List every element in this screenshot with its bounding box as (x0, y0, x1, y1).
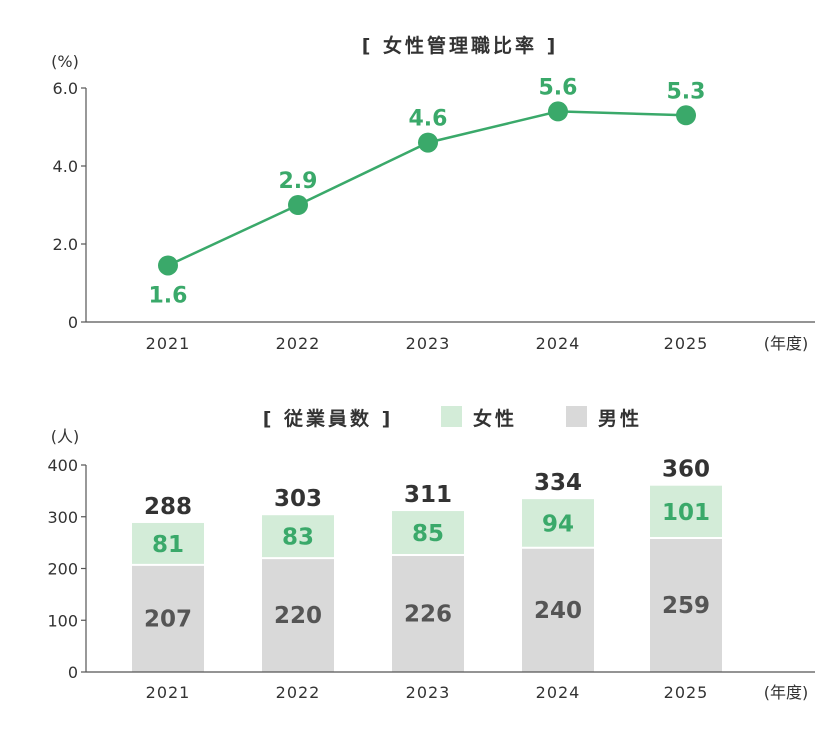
line-chart-x-tick-label: 2024 (536, 334, 581, 353)
bar-female-label: 85 (412, 521, 444, 547)
line-chart-y-unit: (%) (51, 52, 79, 71)
bar-chart-x-tick-label: 2023 (406, 683, 451, 702)
bar-male-label: 259 (662, 593, 710, 619)
line-chart-point (676, 105, 696, 126)
bar-chart-y-tick-label: 100 (47, 611, 78, 630)
bar-chart-x-ticks: 2021 2022 2023 2024 2025 (146, 683, 709, 702)
bar-chart-x-tick-label: 2024 (536, 683, 581, 702)
bar-male-segment (132, 564, 204, 672)
line-chart-data-label: 5.3 (667, 79, 706, 104)
bar-female-label: 81 (152, 532, 184, 558)
line-chart-x-tick-label: 2025 (664, 334, 709, 353)
line-chart-point (158, 255, 178, 276)
bar-chart-bars (132, 485, 722, 672)
bar-female-label: 94 (542, 511, 574, 537)
line-chart-data-label: 1.6 (149, 283, 188, 308)
line-chart-x-ticks: 2021 2022 2023 2024 2025 (146, 334, 709, 353)
bar-male-segment (262, 558, 334, 672)
line-chart-point (418, 132, 438, 153)
bar-total-label: 288 (144, 494, 192, 520)
line-chart-y-tick-label: 2.0 (53, 235, 78, 254)
line-chart-x-unit: (年度) (764, 334, 809, 353)
line-chart-data-labels: 1.6 2.9 4.6 5.6 5.3 (149, 75, 706, 308)
bar-male-label: 220 (274, 603, 322, 629)
bar-chart-x-tick-label: 2021 (146, 683, 191, 702)
line-chart-x-tick-label: 2021 (146, 334, 191, 353)
bar-male-label: 240 (534, 598, 582, 624)
bar-chart-total-labels: 288 303 311 334 360 (144, 457, 710, 520)
line-chart-x-tick-label: 2023 (406, 334, 451, 353)
bar-chart-segment-labels: 207 81 220 83 226 85 240 94 259 101 (144, 500, 710, 633)
line-chart-data-label: 2.9 (279, 169, 318, 194)
line-chart-point (548, 101, 568, 122)
line-chart-y-tick-label: 4.0 (53, 157, 78, 176)
line-chart-point (288, 195, 308, 215)
bar-female-segment (262, 515, 334, 559)
bar-total-label: 334 (534, 470, 582, 496)
bar-male-segment (522, 547, 594, 672)
bar-total-label: 303 (274, 486, 322, 512)
bar-male-label: 226 (404, 602, 452, 628)
bar-male-segment (650, 537, 722, 672)
bar-female-segment (522, 499, 594, 548)
bar-chart-x-tick-label: 2025 (664, 683, 709, 702)
bar-chart-x-tick-label: 2022 (276, 683, 321, 702)
bar-chart-y-ticks: 0 100 200 300 400 (47, 456, 86, 682)
line-chart-data-label: 4.6 (409, 107, 448, 132)
bar-female-label: 101 (662, 500, 710, 526)
bar-female-segment (132, 522, 204, 565)
line-chart-y-ticks: 0 2.0 4.0 6.0 (53, 79, 86, 332)
line-chart-data-label: 5.6 (539, 75, 578, 100)
bar-total-label: 311 (404, 482, 452, 508)
line-chart-y-tick-label: 6.0 (53, 79, 78, 98)
line-chart-x-tick-label: 2022 (276, 334, 321, 353)
bar-chart-title: [ 従業員数 ] (263, 407, 394, 430)
line-chart-y-tick-label: 0 (68, 313, 78, 332)
bar-male-segment (392, 555, 464, 672)
bar-chart-y-tick-label: 200 (47, 560, 78, 579)
bar-chart-y-tick-label: 300 (47, 508, 78, 527)
bar-female-segment (650, 485, 722, 538)
bar-male-label: 207 (144, 606, 192, 632)
line-chart-points (158, 101, 696, 276)
legend-male-swatch (566, 406, 587, 427)
line-chart-axes (85, 88, 815, 323)
bar-chart-y-tick-label: 0 (68, 663, 78, 682)
bar-female-segment (392, 511, 464, 556)
line-chart-title: [ 女性管理職比率 ] (362, 34, 559, 57)
legend-female-swatch (441, 406, 462, 427)
bar-chart-x-unit: (年度) (764, 683, 809, 702)
bar-chart-y-tick-label: 400 (47, 456, 78, 475)
legend-male-label: 男性 (598, 407, 642, 430)
legend-female-label: 女性 (473, 407, 517, 430)
bar-total-label: 360 (662, 457, 710, 483)
bar-female-label: 83 (282, 525, 314, 551)
bar-chart-y-unit: (人) (51, 427, 80, 446)
